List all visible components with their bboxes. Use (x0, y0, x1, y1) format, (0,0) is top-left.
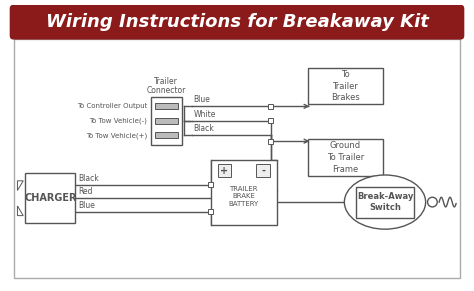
Bar (308, 68, 383, 104)
Bar (218, 164, 231, 177)
Bar (268, 139, 273, 143)
Bar (151, 97, 182, 145)
Polygon shape (18, 206, 23, 216)
Text: Connector: Connector (147, 86, 186, 95)
Text: Trailer: Trailer (155, 77, 178, 86)
Text: TRAILER
BRAKE
BATTERY: TRAILER BRAKE BATTERY (228, 186, 259, 207)
Text: Black: Black (193, 125, 214, 133)
Bar (268, 118, 273, 123)
Bar (356, 187, 414, 218)
Text: To Controller Output: To Controller Output (77, 103, 147, 109)
Ellipse shape (345, 175, 426, 229)
Bar (155, 103, 178, 109)
FancyBboxPatch shape (9, 5, 465, 40)
Text: Wiring Instructions for Breakaway Kit: Wiring Instructions for Breakaway Kit (46, 13, 428, 31)
Text: White: White (193, 110, 216, 119)
Bar (25, 173, 75, 223)
Bar (256, 164, 270, 177)
Text: To Tow Vehicle(+): To Tow Vehicle(+) (86, 132, 147, 139)
Bar (155, 132, 178, 138)
Text: Black: Black (78, 174, 99, 183)
Text: Ground
To Trailer
Frame: Ground To Trailer Frame (327, 141, 364, 174)
Text: To Tow Vehicle(-): To Tow Vehicle(-) (89, 118, 147, 124)
Bar (268, 104, 273, 109)
Bar (211, 159, 277, 225)
Polygon shape (18, 181, 23, 191)
Circle shape (428, 197, 437, 207)
Bar (14, 39, 460, 278)
Text: -: - (261, 166, 265, 176)
Bar (209, 209, 213, 214)
Text: Blue: Blue (78, 201, 95, 210)
Text: Break-Away
Switch: Break-Away Switch (357, 192, 413, 212)
Bar (308, 139, 383, 176)
Text: To
Trailer
Brakes: To Trailer Brakes (331, 70, 360, 102)
Text: Red: Red (78, 187, 93, 196)
Text: CHARGER: CHARGER (24, 193, 77, 203)
Text: +: + (220, 166, 228, 176)
Text: Blue: Blue (193, 95, 210, 104)
Bar (209, 182, 213, 187)
Bar (155, 118, 178, 124)
